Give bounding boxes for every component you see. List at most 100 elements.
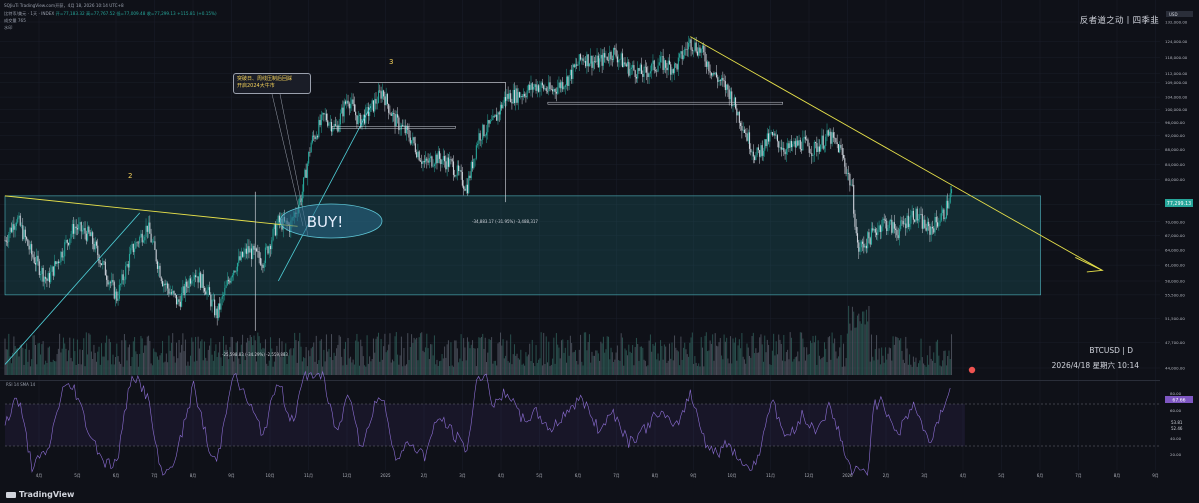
candle-346 [444, 156, 446, 162]
uptrend-1[interactable] [4, 212, 141, 365]
resistance-2[interactable] [547, 101, 783, 105]
candle-406 [520, 96, 522, 98]
currency-button[interactable] [1166, 11, 1193, 17]
symbol-label[interactable]: 比特币/美元 · 1天 · INDEX [4, 11, 55, 16]
candle-727 [928, 221, 930, 227]
volume-bar-4 [9, 356, 11, 375]
candle-107 [140, 233, 142, 238]
event-flag-icon[interactable] [968, 366, 976, 374]
volume-bar-364 [466, 337, 468, 375]
candle-330 [423, 161, 425, 163]
volume-bar-322 [413, 337, 415, 375]
candle-557 [712, 73, 714, 76]
candle-358 [459, 170, 461, 172]
trendline-2[interactable] [690, 36, 1103, 271]
candle-238 [306, 163, 308, 178]
candle-403 [516, 88, 518, 103]
volume-bar-101 [132, 341, 134, 375]
candle-454 [581, 58, 583, 60]
ohlc-change: +115.81 (+0.15%) [177, 11, 217, 16]
volume-bar-156 [202, 360, 204, 375]
volume-bar-482 [616, 345, 618, 375]
candle-521 [666, 67, 668, 71]
x-tick-21: 2026 [842, 473, 853, 478]
candle-701 [895, 228, 897, 230]
candle-180 [233, 270, 235, 276]
volume-bar-232 [299, 332, 301, 375]
candle-669 [854, 213, 856, 227]
volume-bar-144 [187, 361, 189, 375]
candle-415 [531, 83, 533, 90]
volume-bar-307 [394, 336, 396, 375]
volume-bar-5 [10, 363, 12, 375]
candle-609 [778, 141, 780, 148]
candle-144 [187, 286, 189, 288]
volume-bar-66 [88, 333, 90, 375]
uptrend-2[interactable] [277, 106, 372, 282]
candle-113 [148, 222, 150, 232]
volume-bar-292 [375, 338, 377, 375]
volume-bar-135 [176, 342, 178, 375]
volume-bar-512 [654, 342, 656, 375]
volume-bar-182 [235, 342, 237, 375]
candle-549 [701, 45, 704, 49]
volume-bar-714 [911, 366, 913, 375]
tradingview-logo[interactable]: TradingView [6, 490, 74, 499]
candle-541 [691, 49, 693, 51]
volume-bar-269 [346, 364, 348, 375]
volume-bar-33 [46, 362, 48, 375]
x-tick-17: 9月 [690, 473, 697, 478]
candle-604 [771, 131, 773, 136]
volume-bar-407 [521, 364, 523, 375]
volume-bar-390 [499, 332, 501, 375]
candle-478 [611, 59, 613, 60]
candle-446 [571, 69, 573, 79]
volume-bar-494 [632, 345, 634, 375]
volume-bar-57 [76, 339, 78, 375]
candle-480 [614, 47, 616, 50]
candle-161 [209, 287, 211, 295]
volume-bar-358 [459, 358, 461, 375]
candle-102 [134, 248, 136, 253]
candle-615 [785, 148, 787, 155]
candle-215 [277, 215, 279, 225]
volume-bar-387 [496, 365, 498, 375]
candle-29 [41, 267, 43, 275]
volume-bar-449 [574, 350, 576, 375]
candle-10 [17, 217, 19, 223]
resistance-1[interactable] [332, 126, 456, 129]
volume-bar-295 [379, 361, 381, 375]
candle-678 [865, 245, 867, 249]
candle-519 [663, 60, 665, 70]
candle-427 [546, 90, 549, 92]
volume-bar-132 [172, 333, 174, 375]
volume-bar-731 [933, 352, 935, 375]
volume-bar-740 [944, 350, 946, 375]
candle-17 [26, 237, 28, 240]
trendline-1[interactable] [4, 195, 298, 227]
volume-bar-15 [23, 364, 25, 375]
volume-bar-436 [558, 347, 560, 375]
volume-bar-240 [309, 356, 311, 375]
volume-bar-696 [888, 347, 890, 375]
volume-bar-635 [811, 343, 813, 375]
volume-bar-709 [905, 336, 907, 375]
candle-472 [604, 53, 606, 58]
candle-574 [733, 97, 735, 106]
volume-bar-606 [774, 355, 776, 375]
volume-bar-276 [355, 340, 357, 375]
note-box: 突破日、周线压制后回踩 开启2024大牛市 [233, 73, 311, 94]
volume-bar-147 [191, 337, 193, 375]
volume-bar-469 [600, 341, 602, 375]
volume-bar-205 [264, 339, 266, 375]
candle-622 [794, 141, 796, 148]
volume-bar-345 [442, 358, 444, 375]
candle-387 [496, 114, 498, 121]
candle-537 [686, 49, 688, 50]
volume-bar-386 [494, 360, 496, 375]
candle-332 [426, 158, 428, 161]
candle-123 [160, 277, 162, 282]
volume-bar-679 [867, 321, 869, 375]
volume-bar-394 [505, 355, 507, 375]
volume-bar-423 [541, 365, 543, 375]
